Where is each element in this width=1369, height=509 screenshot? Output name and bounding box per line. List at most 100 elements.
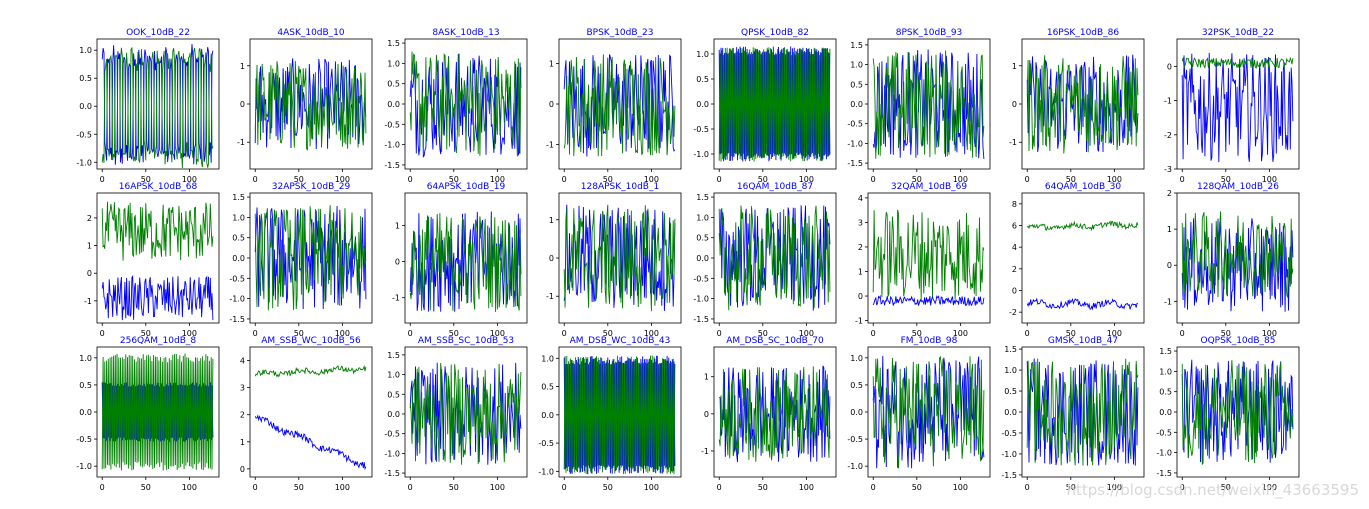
x-tick-label: 100 [490, 175, 505, 184]
series-line-q [409, 213, 522, 313]
x-tick-label: 100 [1107, 483, 1122, 492]
y-tick-label: -0.5 [76, 130, 92, 139]
y-tick-label: -0.5 [847, 435, 863, 444]
y-tick-label: 0 [549, 100, 554, 109]
subplot-gmsk-10db-47: GMSK_10dB_47 1.5 1.0 0.5 0.0 -0.5 -1.0 -1.5 0 50 1… [1001, 336, 1145, 492]
y-tick-label: -1.0 [1001, 450, 1017, 459]
y-tick-label: -2 [1009, 308, 1017, 317]
y-tick-label: 1 [549, 59, 554, 68]
y-tick-label: 3 [858, 218, 863, 227]
x-tick-label: 100 [182, 329, 197, 338]
x-tick-label: 0 [1025, 175, 1030, 184]
x-tick-label: 0 [562, 329, 567, 338]
subplot-title: AM_SSB_WC_10dB_56 [261, 336, 361, 346]
y-tick-label: -1.5 [1001, 471, 1017, 480]
y-tick-label: 4 [1012, 243, 1017, 252]
series-line-q [563, 54, 676, 157]
series-line-q [563, 355, 676, 475]
y-tick-label: -0.5 [847, 120, 863, 129]
y-tick-label: -1.5 [229, 315, 245, 324]
x-tick-label: 50 [294, 483, 304, 492]
series-line-q [1026, 220, 1139, 232]
y-tick-label: -1 [1164, 297, 1172, 306]
y-tick-label: -1 [855, 317, 863, 326]
x-tick-label: 0 [1025, 483, 1030, 492]
subplot-bpsk-10db-23: BPSK_10dB_23 1 0 -1 0 50 100 [546, 28, 682, 184]
x-tick-label: 50 [449, 483, 459, 492]
x-tick-label: 50 [603, 175, 613, 184]
series-line-q [1181, 56, 1294, 69]
subplot-title: 256QAM_10dB_8 [120, 336, 197, 346]
y-tick-label: 4 [240, 357, 245, 366]
x-tick-label: 100 [644, 329, 659, 338]
subplot-qpsk-10db-82: QPSK_10dB_82 1.0 0.5 0.0 -0.5 -1.0 0 50 100 [693, 28, 837, 184]
y-tick-label: 0.5 [387, 80, 400, 89]
axes-frame [96, 192, 220, 324]
y-tick-label: 0 [549, 254, 554, 263]
series-line-q [1181, 360, 1294, 466]
x-tick-label: 50 [912, 175, 922, 184]
subplot-title: BPSK_10dB_23 [586, 28, 653, 38]
subplot-16psk-10db-86: 16PSK_10dB_86 1 0 -1 0 50 100 [1009, 28, 1145, 184]
y-tick-label: -0.5 [1001, 429, 1017, 438]
x-tick-label: 50 [449, 175, 459, 184]
y-tick-label: 8 [1012, 200, 1017, 209]
x-tick-label: 0 [100, 483, 105, 492]
y-tick-label: 1 [240, 438, 245, 447]
x-tick-label: 0 [1180, 483, 1185, 492]
y-tick-label: 0 [704, 410, 709, 419]
y-tick-label: 1.0 [696, 50, 709, 59]
y-tick-label: 0.0 [79, 102, 92, 111]
subplot-title: AM_SSB_SC_10dB_53 [418, 336, 514, 346]
series-line-q [718, 366, 831, 462]
y-tick-label: 1.0 [387, 371, 400, 380]
series-line-i [1026, 54, 1139, 153]
x-tick-label: 100 [1262, 175, 1277, 184]
y-tick-label: 2 [87, 214, 92, 223]
x-tick-label: 50 [758, 329, 768, 338]
y-tick-label: 1.5 [232, 193, 245, 202]
x-tick-label: 0 [562, 483, 567, 492]
axes-frame [96, 38, 220, 170]
y-tick-label: -0.5 [693, 274, 709, 283]
axes-frame [713, 346, 837, 478]
x-tick-label: 100 [490, 329, 505, 338]
x-tick-label: 100 [335, 329, 350, 338]
x-tick-label: 50 [449, 329, 459, 338]
y-tick-label: 0 [240, 100, 245, 109]
x-tick-label: 50 [1221, 329, 1231, 338]
series-line-q [872, 355, 985, 469]
subplot-title: 16PSK_10dB_86 [1047, 28, 1120, 38]
subplot-am-dsb-sc-10db-70: AM_DSB_SC_10dB_70 1 0 -1 0 50 100 [701, 336, 837, 492]
x-tick-label: 0 [408, 175, 413, 184]
y-tick-label: -0.5 [384, 430, 400, 439]
subplot-title: 128APSK_10dB_1 [581, 182, 659, 192]
y-tick-label: 1 [704, 373, 709, 382]
subplot-title: 8PSK_10dB_93 [896, 28, 963, 38]
y-tick-label: -1 [546, 292, 554, 301]
series-line-q [718, 47, 831, 162]
y-tick-label: 0 [240, 465, 245, 474]
x-tick-label: 0 [1025, 329, 1030, 338]
x-tick-label: 0 [408, 329, 413, 338]
x-tick-label: 50 [141, 175, 151, 184]
series-line-q [254, 60, 367, 151]
axes-frame [558, 346, 682, 478]
x-tick-label: 50 [1221, 483, 1231, 492]
subplot-title: OQPSK_10dB_85 [1200, 336, 1275, 346]
y-tick-label: 0.5 [1159, 388, 1172, 397]
x-tick-label: 0 [100, 175, 105, 184]
x-tick-label: 0 [717, 175, 722, 184]
y-tick-label: 0.5 [1004, 387, 1017, 396]
x-tick-label: 0 [871, 329, 876, 338]
x-tick-label: 100 [182, 483, 197, 492]
series-line-q [872, 209, 985, 301]
x-tick-label: 100 [182, 175, 197, 184]
y-tick-label: -1.5 [847, 159, 863, 168]
y-tick-label: 0.5 [541, 383, 554, 392]
y-tick-label: 0.0 [850, 100, 863, 109]
y-tick-label: -1 [701, 447, 709, 456]
y-tick-label: 0.5 [79, 381, 92, 390]
y-tick-label: 2 [1012, 265, 1017, 274]
